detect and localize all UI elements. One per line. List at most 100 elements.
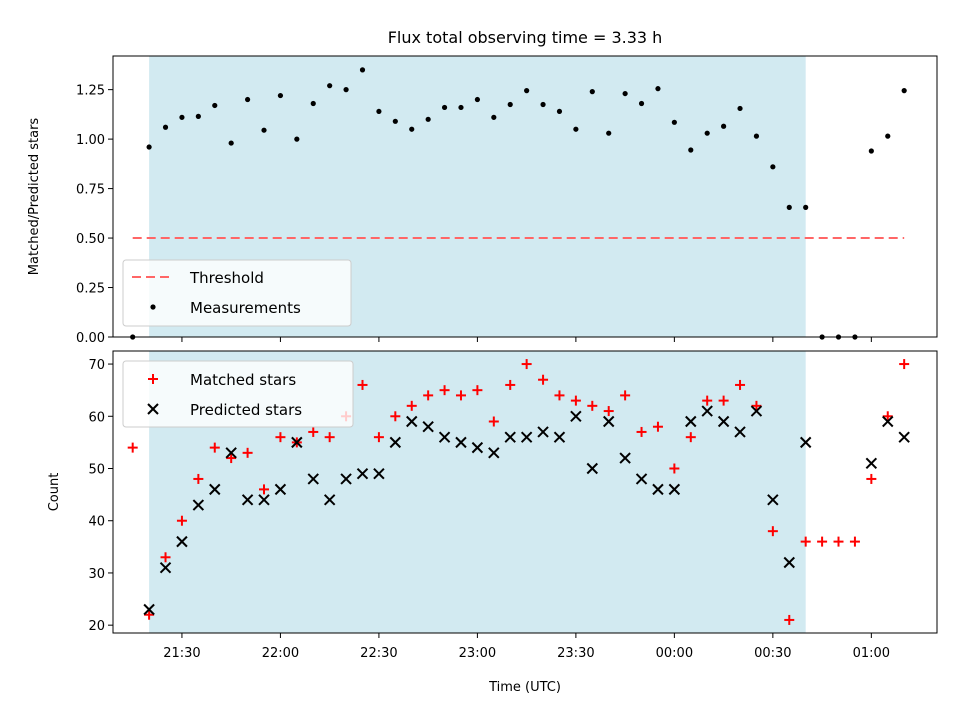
legend-measurements-label: Measurements: [190, 299, 301, 317]
top-x-ticks: [181, 337, 872, 342]
x-tick-label: 01:00: [853, 646, 890, 661]
matched-stars-point: [472, 385, 483, 396]
measurement-point: [540, 101, 546, 108]
bottom-y-tick-label: 20: [88, 619, 105, 634]
predicted-stars-point: [717, 415, 730, 428]
predicted-stars-point: [323, 494, 336, 506]
measurement-point: [392, 118, 398, 124]
bottom-y-tick-label: 60: [88, 410, 105, 425]
measurement-point: [195, 113, 201, 119]
matched-stars-point: [209, 442, 220, 453]
matched-stars-point: [636, 426, 647, 437]
predicted-stars-point: [291, 436, 303, 449]
matched-stars-point: [817, 536, 828, 547]
matched-stars-point: [800, 536, 811, 547]
predicted-stars-point: [553, 431, 566, 443]
top-y-tick-label: 0.25: [76, 282, 105, 297]
predicted-stars-point: [882, 415, 894, 428]
predicted-stars-point: [799, 436, 812, 449]
matched-stars-point: [538, 374, 549, 385]
measurement-point: [458, 104, 464, 111]
matched-stars-point: [882, 411, 893, 422]
top-y-ticks: 0.00 0.25 0.50 0.75 1.00 1.25: [76, 84, 113, 346]
x-tick-label: 00:00: [656, 646, 693, 661]
measurement-point: [162, 124, 169, 130]
predicted-stars-point: [209, 483, 221, 496]
predicted-stars-point: [767, 494, 779, 506]
predicted-stars-point: [586, 462, 599, 475]
matched-stars-point: [406, 400, 417, 411]
matched-stars-point: [718, 395, 729, 406]
measurement-point: [491, 114, 497, 120]
predicted-stars-point: [340, 473, 352, 485]
bottom-panel-frame: [112, 350, 938, 634]
measurement-point: [803, 204, 809, 210]
matched-stars-point: [849, 536, 860, 547]
measurement-point: [310, 100, 316, 107]
bottom-y-tick-label: 50: [88, 463, 105, 478]
matched-stars-point: [784, 614, 795, 625]
predicted-stars-point: [389, 436, 402, 449]
predicted-stars-point: [159, 562, 172, 574]
legend-predicted-label: Predicted stars: [190, 401, 302, 419]
x-tick-label: 23:00: [459, 646, 496, 661]
bottom-panel-marks: [127, 359, 910, 625]
measurement-point: [688, 147, 694, 153]
matched-stars-point: [275, 432, 286, 443]
top-y-tick-label: 1.00: [76, 133, 105, 148]
predicted-stars-point: [274, 483, 287, 496]
matched-stars-point: [242, 447, 253, 458]
top-y-axis-label: Matched/Predicted stars: [27, 118, 42, 276]
measurement-point: [507, 101, 513, 108]
predicted-stars-point: [750, 405, 763, 417]
measurement-point: [885, 133, 891, 139]
predicted-stars-point: [865, 457, 878, 469]
predicted-stars-point: [406, 415, 418, 428]
measurement-point: [721, 123, 727, 129]
measurement-point: [770, 164, 776, 170]
predicted-stars-point: [898, 431, 910, 443]
predicted-stars-point: [143, 603, 155, 616]
legend-measurements-swatch: [150, 304, 156, 310]
measurement-point: [261, 127, 267, 133]
measurement-point: [573, 126, 579, 132]
matched-stars-point: [488, 416, 499, 427]
measurement-point: [868, 148, 874, 154]
matched-stars-point: [127, 442, 138, 453]
matched-stars-point: [373, 432, 384, 443]
matched-stars-point: [308, 426, 319, 437]
matched-stars-point: [160, 552, 171, 563]
bottom-y-tick-label: 40: [88, 515, 105, 530]
predicted-stars-point: [520, 431, 533, 443]
predicted-stars-point: [504, 431, 516, 443]
measurement-point: [606, 130, 612, 136]
top-y-tick-label: 0.50: [76, 232, 105, 247]
matched-stars-point: [587, 400, 598, 411]
measurement-point: [753, 133, 760, 139]
matched-stars-point: [357, 379, 368, 390]
matched-stars-point: [390, 411, 401, 422]
predicted-stars-point: [192, 499, 205, 511]
matched-stars-point: [554, 390, 565, 401]
top-panel-frame: [112, 55, 938, 338]
predicted-stars-point: [701, 405, 713, 417]
matched-stars-point: [669, 463, 680, 474]
predicted-stars-point: [356, 468, 369, 480]
matched-stars-point: [685, 432, 696, 443]
bottom-panel: 20 30 40 50 60 70 21:30 22:00 22:30 23:00 23:30 00…: [47, 350, 938, 695]
predicted-stars-point: [734, 426, 746, 438]
predicted-stars-point: [783, 556, 795, 569]
measurement-point: [327, 83, 333, 89]
matched-stars-point: [505, 379, 516, 390]
predicted-stars-point: [225, 447, 237, 459]
matched-stars-point: [521, 359, 532, 370]
bottom-y-tick-label: 70: [88, 358, 105, 373]
measurement-point: [425, 116, 431, 122]
matched-stars-point: [455, 390, 466, 401]
legend-predicted-swatch: [147, 403, 159, 415]
measurement-point: [786, 204, 792, 210]
top-y-tick-label: 0.00: [76, 331, 105, 346]
predicted-stars-point: [307, 473, 319, 485]
top-y-tick-label: 0.75: [76, 183, 105, 198]
